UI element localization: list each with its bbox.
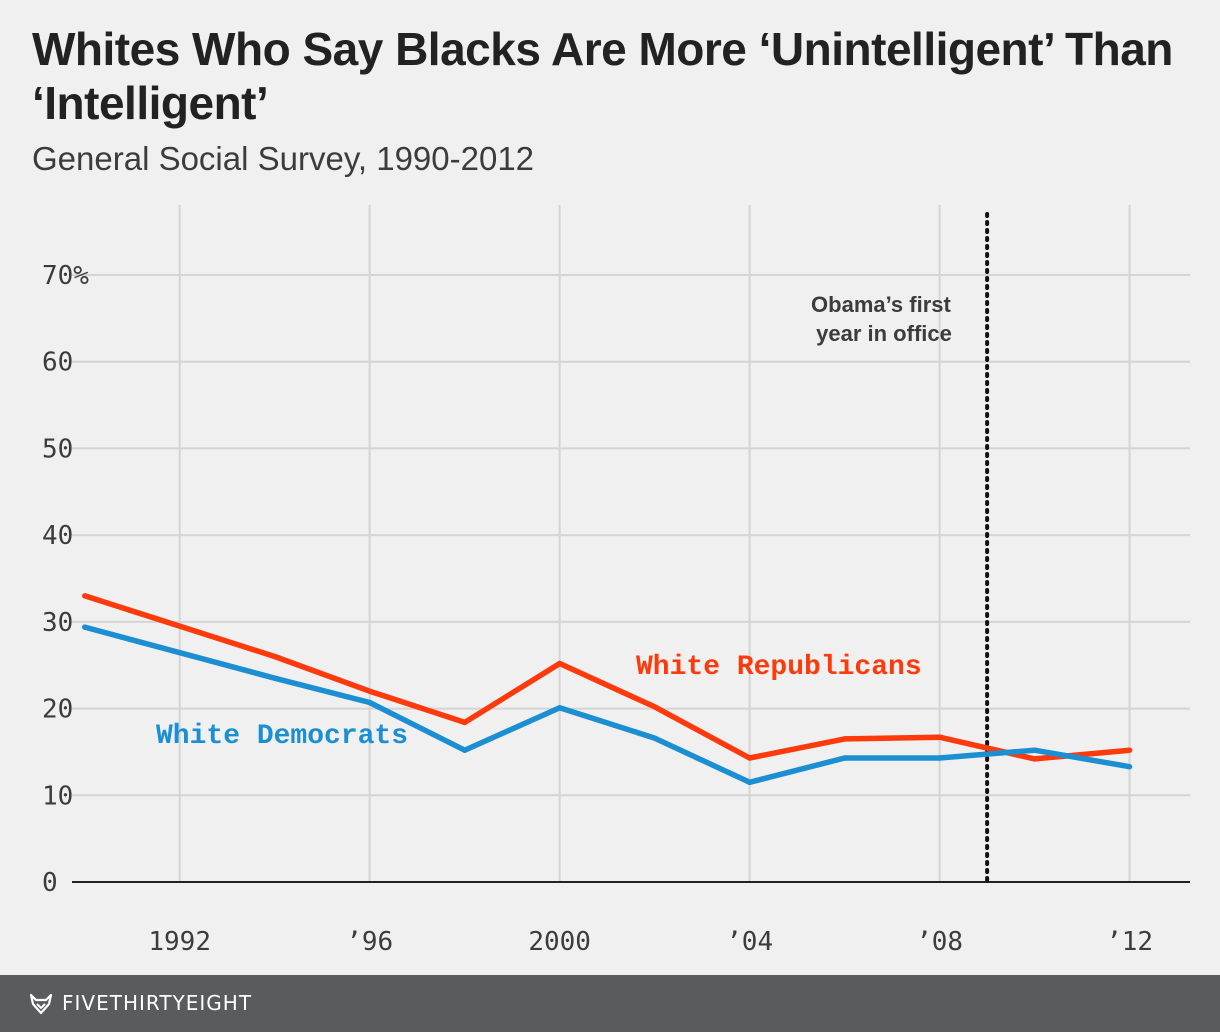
x-tick-label-2000: 2000 xyxy=(528,927,591,957)
data-point-white-republicans-1996 xyxy=(366,688,373,694)
data-point-white-republicans-2004 xyxy=(746,755,753,761)
horizontal-gridlines xyxy=(72,274,1190,797)
data-point-white-republicans-1998 xyxy=(461,719,468,726)
data-point-white-republicans-2008 xyxy=(936,734,943,740)
data-point-white-republicans-2010 xyxy=(1031,756,1038,762)
series-label-white-republicans: White Republicans xyxy=(636,652,922,683)
y-tick-label-10: 10 xyxy=(42,781,73,811)
data-point-white-republicans-2012 xyxy=(1126,747,1133,753)
data-point-white-democrats-2012 xyxy=(1126,763,1133,770)
series-line-white-democrats xyxy=(83,624,1131,786)
footer-brand: FIVETHIRTYEIGHT xyxy=(62,991,253,1015)
footer-bar: FIVETHIRTYEIGHT xyxy=(0,975,1220,1032)
y-axis-tick-labels: 0 10 20 30 40 50 60 70% xyxy=(42,261,89,898)
y-tick-label-50: 50 xyxy=(42,434,73,464)
series-lines xyxy=(81,593,1133,786)
data-point-white-democrats-2008 xyxy=(936,755,943,761)
y-tick-label-60: 60 xyxy=(42,348,73,378)
y-tick-label-20: 20 xyxy=(42,695,73,725)
x-tick-label-1992: 1992 xyxy=(148,927,211,957)
x-tick-label-1996: ’96 xyxy=(346,927,393,957)
annotation-line-2: year in office xyxy=(816,321,952,346)
obama-annotation: Obama’s first year in office xyxy=(811,212,990,884)
data-point-white-democrats-1994 xyxy=(271,675,278,681)
y-tick-label-30: 30 xyxy=(42,608,73,638)
data-point-white-democrats-1998 xyxy=(461,747,468,753)
x-tick-label-2008: ’08 xyxy=(916,927,963,957)
data-point-white-republicans-2002 xyxy=(651,704,658,710)
data-point-white-democrats-2010 xyxy=(1031,747,1038,753)
x-axis-tick-labels: 1992 ’96 2000 ’04 ’08 ’12 xyxy=(148,927,1153,957)
y-tick-label-70: 70% xyxy=(42,261,89,291)
data-point-white-democrats-2004 xyxy=(746,779,753,785)
series-label-white-democrats: White Democrats xyxy=(156,721,408,752)
data-point-white-democrats-1990 xyxy=(81,624,88,630)
y-tick-label-40: 40 xyxy=(42,521,73,551)
x-tick-label-2004: ’04 xyxy=(726,927,773,957)
data-point-white-republicans-1990 xyxy=(81,593,88,599)
data-point-white-democrats-2000 xyxy=(556,705,563,711)
data-point-white-republicans-1994 xyxy=(271,653,278,660)
chart-subtitle: General Social Survey, 1990-2012 xyxy=(32,140,535,177)
annotation-line-1: Obama’s first xyxy=(811,292,951,317)
x-tick-label-2012: ’12 xyxy=(1106,927,1153,957)
obama-annotation-label: Obama’s first year in office xyxy=(811,292,957,346)
data-point-white-democrats-2002 xyxy=(651,735,658,741)
fox-icon xyxy=(29,993,53,1015)
chart-title: Whites Who Say Blacks Are More ‘Unintell… xyxy=(32,23,1173,129)
data-point-white-republicans-2006 xyxy=(841,736,848,742)
data-point-white-republicans-2000 xyxy=(556,660,563,667)
data-point-white-democrats-2006 xyxy=(841,755,848,761)
y-tick-label-0: 0 xyxy=(42,868,58,898)
data-point-white-democrats-1996 xyxy=(366,699,373,706)
line-chart: 0 10 20 30 40 50 60 70% 1992 ’96 2000 ’04 ’08 ’12 Ob… xyxy=(42,205,1190,957)
